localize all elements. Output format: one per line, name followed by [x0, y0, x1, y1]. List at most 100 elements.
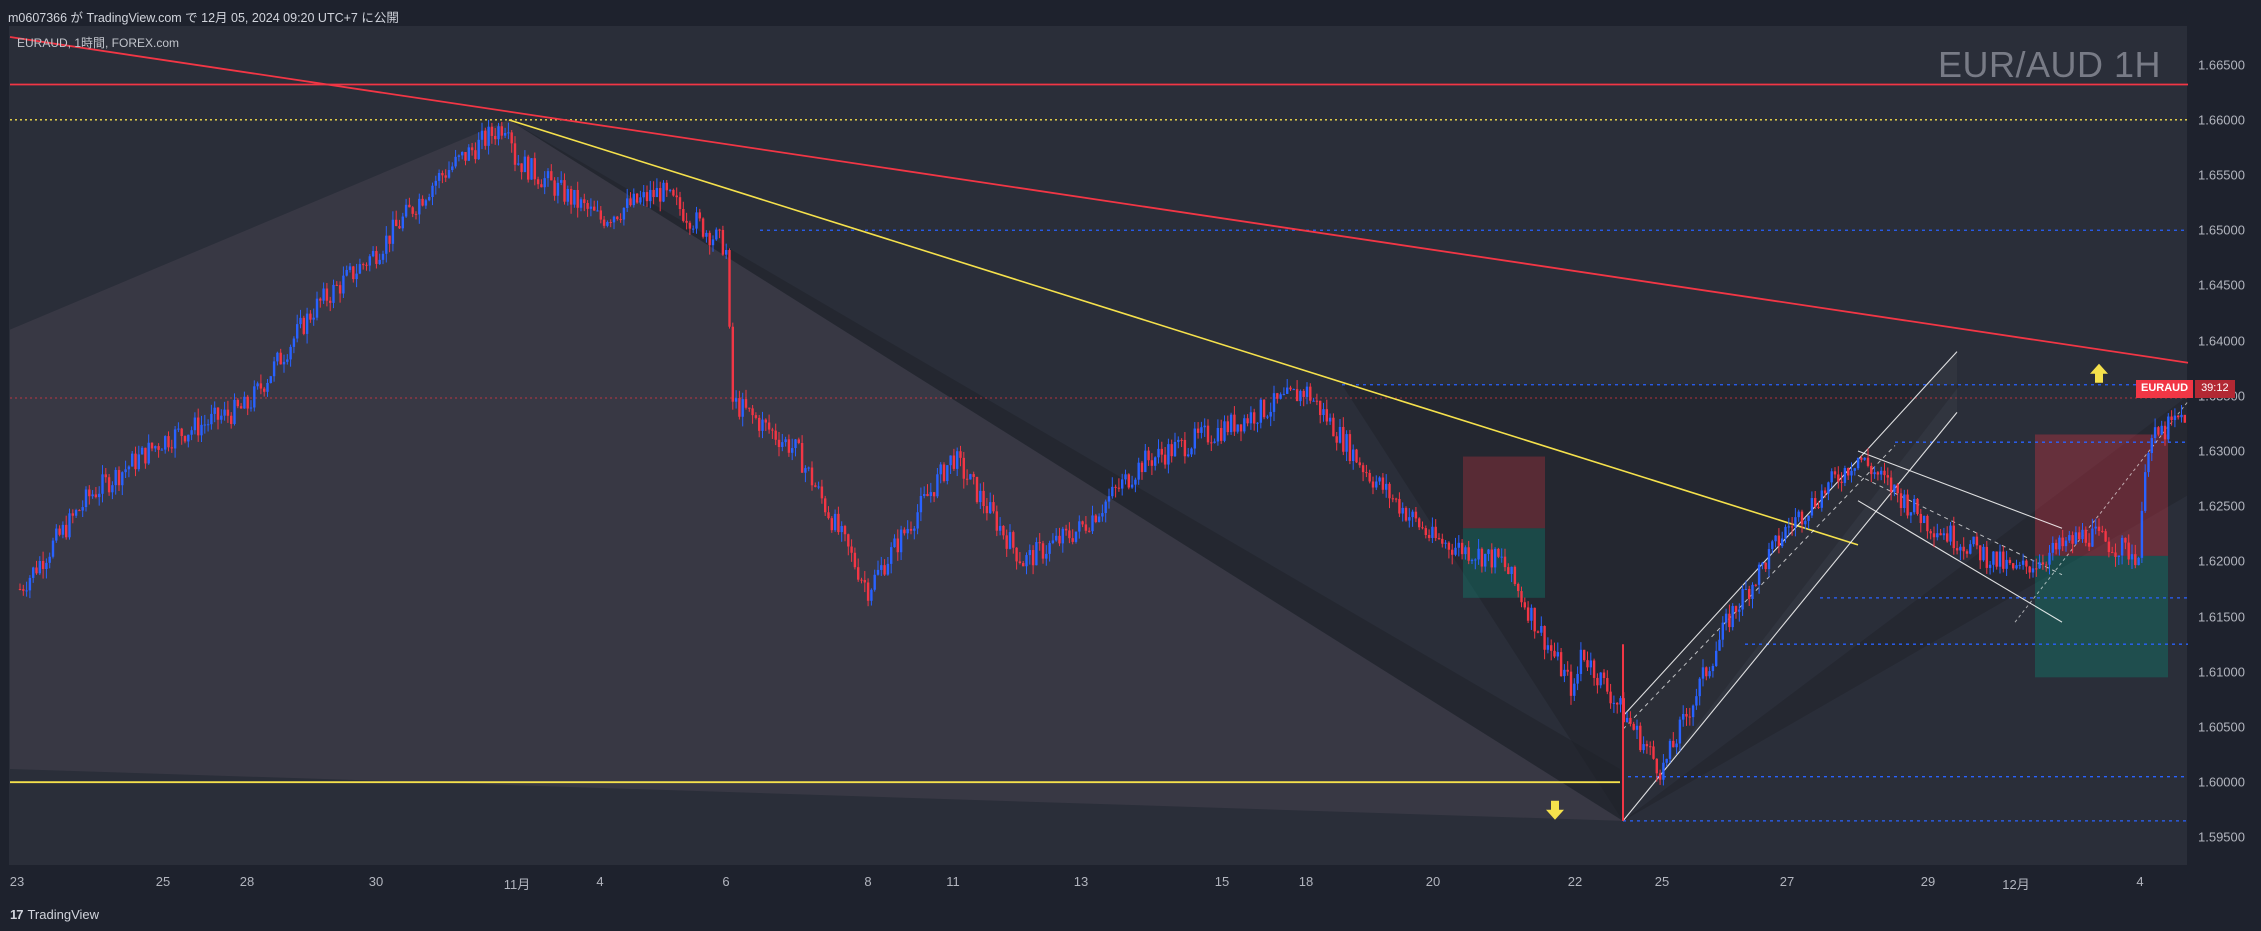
- candle-body: [1952, 525, 1955, 549]
- candle-body: [272, 361, 276, 377]
- candle-body: [490, 126, 494, 136]
- candle-body: [421, 198, 424, 206]
- candle-body: [989, 502, 992, 514]
- candle-body: [305, 313, 309, 334]
- candle-body: [1074, 531, 1078, 542]
- candle-body: [434, 180, 437, 186]
- date-tick-label: 4: [2136, 874, 2144, 889]
- candle-body: [1632, 723, 1635, 730]
- candle-body: [239, 406, 243, 409]
- date-tick-label: 27: [1779, 874, 1795, 889]
- candle-body: [1272, 393, 1276, 412]
- candle-body: [837, 513, 840, 533]
- candle-body: [1097, 516, 1101, 523]
- candle-body: [998, 525, 1002, 531]
- candle-body: [1513, 566, 1517, 584]
- candle-body: [299, 317, 302, 325]
- candle-body: [1748, 588, 1751, 599]
- candle-body: [956, 451, 959, 469]
- candle-body: [774, 430, 777, 440]
- candle-body: [1744, 588, 1748, 590]
- candle-body: [1926, 515, 1929, 532]
- candle-body: [546, 171, 550, 179]
- candle-body: [1873, 472, 1876, 475]
- candle-body: [1163, 454, 1167, 465]
- candle-body: [985, 506, 989, 514]
- candle-body: [193, 417, 197, 431]
- candle-body: [1619, 698, 1622, 705]
- candle-body: [550, 171, 553, 181]
- candle-body: [1150, 460, 1154, 466]
- candle-body: [1335, 436, 1338, 443]
- candle-body: [1599, 672, 1602, 686]
- candle-body: [1309, 386, 1312, 401]
- candle-body: [74, 510, 78, 516]
- candle-body: [91, 494, 94, 497]
- symbol-info[interactable]: EURAUD, 1時間, FOREX.com: [17, 36, 180, 50]
- candle-body: [497, 126, 500, 140]
- candle-body: [1866, 457, 1870, 466]
- candle-body: [1457, 542, 1460, 548]
- candle-body: [1256, 422, 1259, 424]
- candle-body: [1243, 418, 1246, 432]
- candle-body: [1919, 513, 1922, 524]
- candle-body: [408, 204, 411, 208]
- candle-body: [1592, 660, 1596, 678]
- candle-body: [708, 232, 711, 246]
- candle-body: [701, 218, 705, 237]
- price-tick-label: 1.65000: [2198, 222, 2245, 238]
- candle-body: [1451, 549, 1454, 555]
- candle-body: [734, 398, 738, 402]
- candle-body: [913, 528, 916, 531]
- candle-body: [876, 569, 880, 575]
- candle-body: [1404, 507, 1408, 521]
- candle-body: [1289, 387, 1292, 390]
- candle-body: [1414, 511, 1418, 519]
- candle-body: [1705, 667, 1708, 677]
- candle-body: [1523, 602, 1526, 608]
- candle-body: [2035, 568, 2038, 570]
- candle-body: [2101, 530, 2104, 532]
- candle-body: [1391, 498, 1394, 500]
- candle-body: [1880, 470, 1883, 475]
- candle-body: [1385, 483, 1388, 490]
- candle-body: [946, 465, 949, 481]
- candle-body: [269, 376, 272, 383]
- candle-body: [672, 189, 675, 196]
- candle-body: [1130, 484, 1134, 488]
- candle-body: [1972, 536, 1975, 545]
- candle-body: [566, 188, 569, 202]
- candle-body: [1833, 471, 1837, 475]
- date-tick-label: 13: [1073, 874, 1089, 889]
- candle-body: [599, 210, 602, 220]
- candle-body: [2167, 416, 2170, 440]
- candle-body: [348, 266, 352, 270]
- candle-body: [1922, 515, 1926, 524]
- candle-body: [1358, 462, 1361, 466]
- date-tick-label: 18: [1298, 874, 1314, 889]
- candle-body: [1883, 470, 1886, 476]
- tradingview-logo[interactable]: 17 TradingView: [10, 907, 99, 922]
- candle-body: [606, 222, 609, 226]
- candle-body: [1464, 547, 1467, 555]
- candle-body: [2005, 559, 2008, 569]
- candle-body: [457, 155, 461, 157]
- candle-body: [1949, 525, 1952, 542]
- candle-body: [1820, 490, 1823, 508]
- candle-body: [833, 513, 837, 531]
- candle-body: [177, 428, 180, 430]
- candle-body: [1955, 548, 1959, 551]
- candle-body: [302, 317, 305, 334]
- candle-body: [1543, 626, 1546, 650]
- candle-body: [1526, 607, 1530, 621]
- candle-body: [259, 383, 263, 389]
- candle-body: [1804, 520, 1807, 525]
- candle-body: [642, 192, 645, 198]
- candle-body: [1342, 426, 1345, 452]
- candle-body: [1091, 515, 1094, 532]
- candle-body: [583, 199, 586, 204]
- candle-body: [609, 222, 612, 224]
- candle-body: [1081, 521, 1084, 525]
- candle-body: [1437, 538, 1441, 540]
